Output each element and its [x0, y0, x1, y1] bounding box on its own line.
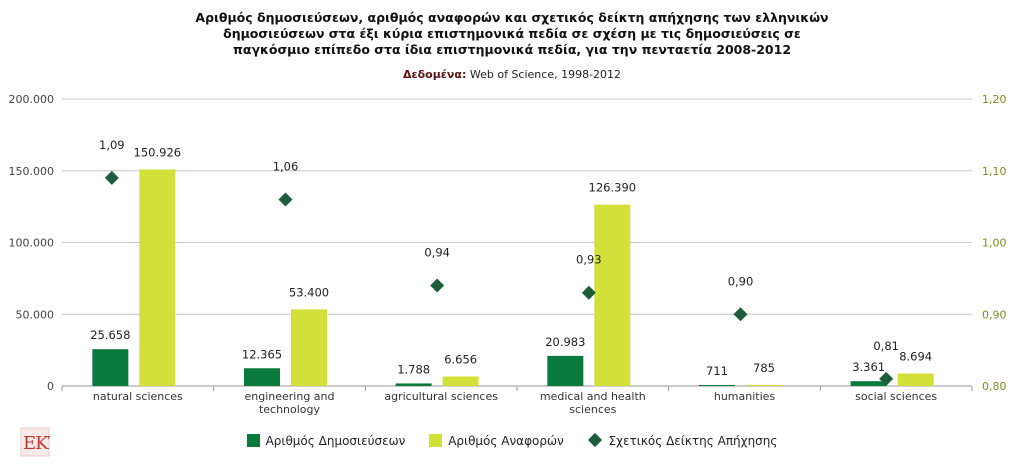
bar-publications — [92, 349, 129, 386]
y-left-tick-label: 200.000 — [9, 93, 55, 106]
legend-swatch-publications — [246, 433, 260, 447]
marker-impact — [733, 307, 748, 322]
source-label: Δεδομένα: — [402, 68, 467, 81]
x-tick-label: humanities — [714, 390, 776, 403]
data-label-publications: 3.361 — [852, 360, 885, 374]
x-tick-label: sciences — [569, 403, 616, 416]
legend-item-publications: Αριθμός Δημοσιεύσεων — [246, 433, 406, 448]
y-right-tick-label: 1,10 — [982, 165, 1007, 178]
ekt-logo: EKT — [20, 427, 50, 457]
data-label-citations: 126.390 — [589, 181, 637, 195]
source-value: Web of Science, 1998-2012 — [469, 68, 622, 81]
y-right-tick-label: 1,20 — [982, 93, 1007, 106]
chart-title: Αριθμός δημοσιεύσεων, αριθμός αναφορών κ… — [195, 10, 829, 57]
data-label-publications: 711 — [706, 364, 728, 378]
data-label-impact: 0,90 — [728, 274, 754, 288]
x-tick-label: agricultural sciences — [384, 390, 498, 403]
chart-source: Δεδομένα: Web of Science, 1998-2012 — [100, 68, 924, 81]
bar-publications — [547, 355, 584, 386]
data-label-publications: 20.983 — [545, 335, 585, 349]
legend-item-citations: Αριθμός Αναφορών — [429, 433, 564, 448]
data-label-citations: 785 — [753, 361, 775, 375]
data-label-publications: 12.365 — [242, 347, 282, 361]
x-tick-label: technology — [259, 403, 321, 416]
data-label-impact: 1,09 — [99, 138, 125, 152]
marker-impact — [879, 371, 894, 386]
legend-label-citations: Αριθμός Αναφορών — [448, 433, 564, 448]
legend-swatch-citations — [429, 433, 443, 447]
bar-citations — [746, 384, 782, 386]
data-label-impact: 0,94 — [424, 246, 450, 260]
y-right-tick-label: 0,80 — [982, 380, 1007, 393]
data-label-citations: 150.926 — [134, 145, 182, 159]
legend-marker-impact — [587, 432, 602, 447]
bar-citations — [897, 373, 934, 386]
legend-item-impact: Σχετικός Δείκτης Απήχησης — [587, 432, 778, 448]
y-left-tick-label: 150.000 — [9, 165, 55, 178]
bar-publications — [244, 368, 280, 386]
bar-citations — [139, 169, 176, 386]
data-label-impact: 0,93 — [576, 253, 602, 267]
bar-citations — [291, 309, 327, 386]
y-right-tick-label: 0,90 — [982, 308, 1007, 321]
y-right-tick-label: 1,00 — [982, 237, 1007, 250]
legend-label-publications: Αριθμός Δημοσιεύσεων — [265, 433, 406, 448]
svg-text:EKT: EKT — [23, 433, 50, 454]
bar-publications — [699, 384, 735, 386]
y-left-tick-label: 50.000 — [16, 308, 55, 321]
x-tick-label: engineering and — [244, 390, 334, 403]
chart-plot: 0 50.000 100.000 150.000 200.000 0,80 0,90 1,00… — [9, 93, 1007, 416]
marker-impact — [278, 192, 293, 207]
marker-impact — [430, 278, 445, 293]
legend-label-impact: Σχετικός Δείκτης Απήχησης — [608, 433, 778, 448]
bar-publications — [395, 383, 432, 386]
data-label-publications: 25.658 — [90, 328, 130, 342]
data-label-impact: 1,06 — [273, 159, 299, 173]
y-left-tick-label: 0 — [47, 380, 54, 393]
x-tick-label: social sciences — [855, 390, 937, 403]
y-left-tick-label: 100.000 — [9, 237, 55, 250]
data-label-publications: 1.788 — [397, 362, 430, 376]
data-label-impact: 0,81 — [873, 339, 899, 353]
bar-publications — [850, 381, 887, 386]
data-label-citations: 6.656 — [444, 352, 477, 366]
data-label-citations: 53.400 — [289, 285, 329, 299]
bar-citations — [594, 204, 631, 386]
bar-citations — [442, 376, 479, 386]
chart-legend: Αριθμός Δημοσιεύσεων Αριθμός Αναφορών Σχ… — [0, 432, 1024, 448]
x-tick-label: medical and health — [540, 390, 646, 403]
data-label-citations: 8.694 — [899, 350, 932, 364]
x-tick-label: natural sciences — [93, 390, 183, 403]
marker-impact — [104, 170, 119, 185]
marker-impact — [581, 285, 596, 300]
